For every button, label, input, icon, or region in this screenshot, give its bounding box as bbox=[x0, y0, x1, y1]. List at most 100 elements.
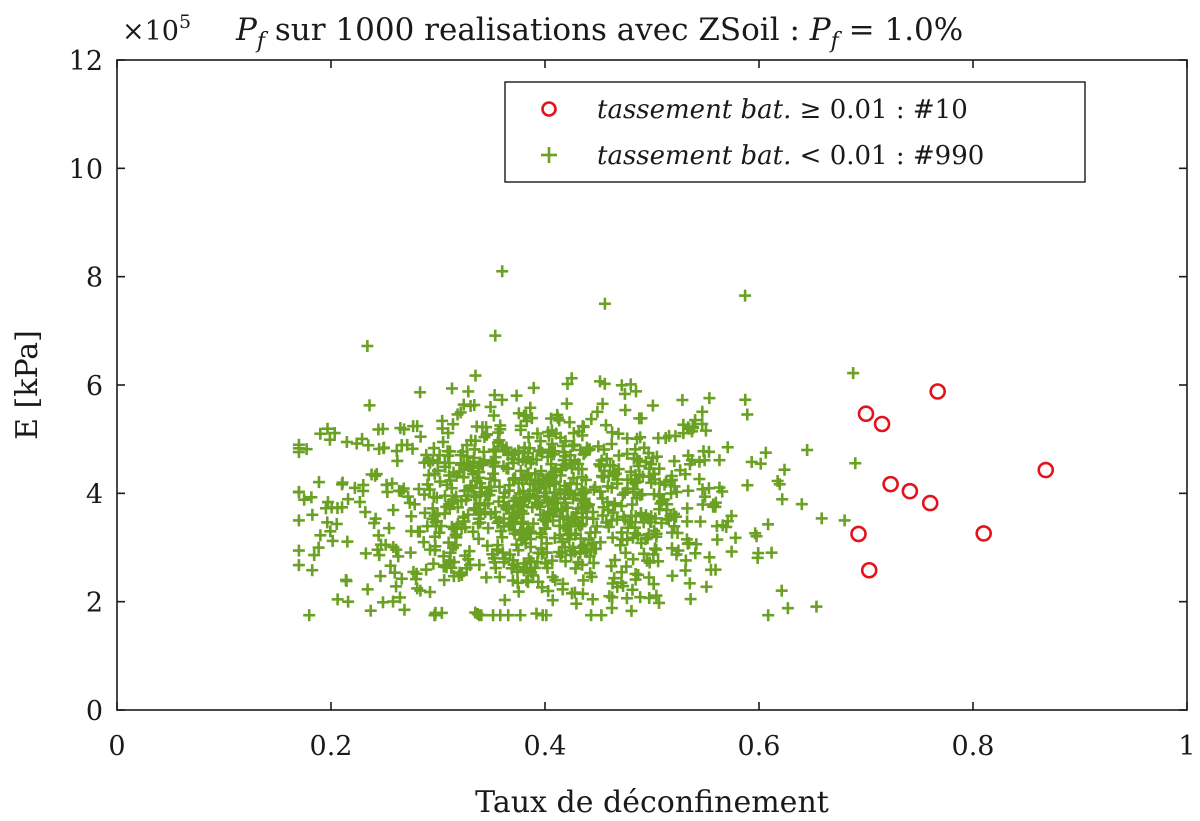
data-point-plus bbox=[535, 528, 548, 541]
data-point-plus bbox=[553, 414, 566, 427]
data-point-plus bbox=[496, 265, 509, 278]
data-point-circle bbox=[857, 405, 875, 423]
data-point-plus bbox=[672, 544, 685, 557]
data-point-plus bbox=[522, 431, 535, 444]
data-point-plus bbox=[455, 495, 468, 508]
data-point-plus bbox=[666, 569, 679, 582]
data-point-plus bbox=[542, 584, 555, 597]
data-point-plus bbox=[463, 545, 476, 558]
data-point-plus bbox=[373, 549, 386, 562]
data-point-plus bbox=[405, 510, 418, 523]
data-point-plus bbox=[650, 527, 663, 540]
data-point-plus bbox=[502, 500, 515, 513]
data-point-plus bbox=[654, 497, 667, 510]
data-point-plus bbox=[626, 498, 639, 511]
data-point-plus bbox=[703, 551, 716, 564]
data-point-plus bbox=[520, 472, 533, 485]
y-tick-label: 8 bbox=[86, 263, 103, 294]
data-point-plus bbox=[577, 574, 590, 587]
data-point-plus bbox=[457, 398, 470, 411]
data-point-plus bbox=[292, 544, 305, 557]
data-point-plus bbox=[410, 573, 423, 586]
data-point-plus bbox=[697, 445, 710, 458]
data-point-plus bbox=[484, 400, 497, 413]
data-point-plus bbox=[648, 542, 661, 555]
data-point-plus bbox=[589, 481, 602, 494]
data-point-plus bbox=[572, 425, 585, 438]
y-tick-label: 10 bbox=[69, 154, 103, 185]
data-point-plus bbox=[664, 473, 677, 486]
data-point-plus bbox=[621, 447, 634, 460]
data-point-plus bbox=[524, 563, 537, 576]
data-point-plus bbox=[580, 511, 593, 524]
data-point-plus bbox=[596, 492, 609, 505]
data-point-plus bbox=[521, 576, 534, 589]
data-point-plus bbox=[470, 474, 483, 487]
data-point-plus bbox=[699, 490, 712, 503]
data-point-plus bbox=[462, 508, 475, 521]
y-tick-label: 0 bbox=[86, 696, 103, 727]
data-point-plus bbox=[670, 485, 683, 498]
data-point-plus bbox=[596, 509, 609, 522]
data-point-plus bbox=[454, 449, 467, 462]
data-point-plus bbox=[598, 377, 611, 390]
data-point-plus bbox=[321, 516, 334, 529]
data-point-plus bbox=[598, 297, 611, 310]
data-point-plus bbox=[438, 507, 451, 520]
data-point-plus bbox=[665, 487, 678, 500]
data-point-plus bbox=[762, 518, 775, 531]
data-point-plus bbox=[387, 504, 400, 517]
data-point-plus bbox=[430, 491, 443, 504]
data-point-plus bbox=[447, 541, 460, 554]
data-point-plus bbox=[489, 329, 502, 342]
data-point-plus bbox=[703, 392, 716, 405]
data-point-plus bbox=[328, 427, 341, 440]
data-point-plus bbox=[464, 399, 477, 412]
data-point-plus bbox=[550, 427, 563, 440]
data-point-plus bbox=[641, 554, 654, 567]
data-point-plus bbox=[306, 508, 319, 521]
data-point-plus bbox=[635, 412, 648, 425]
data-point-plus bbox=[709, 500, 722, 513]
data-point-plus bbox=[765, 546, 778, 559]
data-point-plus bbox=[481, 539, 494, 552]
data-point-plus bbox=[512, 544, 525, 557]
data-point-plus bbox=[681, 515, 694, 528]
data-point-plus bbox=[676, 394, 689, 407]
data-point-plus bbox=[551, 411, 564, 424]
data-point-plus bbox=[605, 438, 618, 451]
data-point-plus bbox=[683, 577, 696, 590]
data-point-plus bbox=[473, 507, 486, 520]
data-point-plus bbox=[601, 480, 614, 493]
data-point-plus bbox=[356, 432, 369, 445]
data-point-plus bbox=[600, 516, 613, 529]
legend-box bbox=[504, 81, 1086, 183]
data-point-plus bbox=[582, 498, 595, 511]
data-point-plus bbox=[372, 529, 385, 542]
y-tick-labels: 0 2 4 6 8 10 12 bbox=[69, 46, 103, 727]
data-point-plus bbox=[583, 550, 596, 563]
data-point-plus bbox=[339, 573, 352, 586]
data-point-plus bbox=[496, 531, 509, 544]
data-point-plus bbox=[584, 567, 597, 580]
y-tick-label: 6 bbox=[86, 371, 103, 402]
data-point-plus bbox=[612, 449, 625, 462]
data-point-plus bbox=[558, 446, 571, 459]
data-point-plus bbox=[615, 526, 628, 539]
data-point-plus bbox=[483, 481, 496, 494]
data-point-plus bbox=[353, 495, 366, 508]
legend-label-above-threshold: tassement bat. ≥ 0.01 : #10 bbox=[597, 95, 968, 125]
data-point-plus bbox=[586, 506, 599, 519]
data-point-plus bbox=[572, 556, 585, 569]
data-point-plus bbox=[540, 494, 553, 507]
data-point-plus bbox=[696, 405, 709, 418]
data-point-plus bbox=[689, 547, 702, 560]
data-point-plus bbox=[384, 559, 397, 572]
data-point-plus bbox=[556, 536, 569, 549]
data-point-plus bbox=[674, 464, 687, 477]
data-point-plus bbox=[496, 393, 509, 406]
data-point-plus bbox=[626, 583, 639, 596]
data-point-plus bbox=[440, 500, 453, 513]
data-point-circle bbox=[873, 415, 891, 433]
data-point-plus bbox=[681, 502, 694, 515]
